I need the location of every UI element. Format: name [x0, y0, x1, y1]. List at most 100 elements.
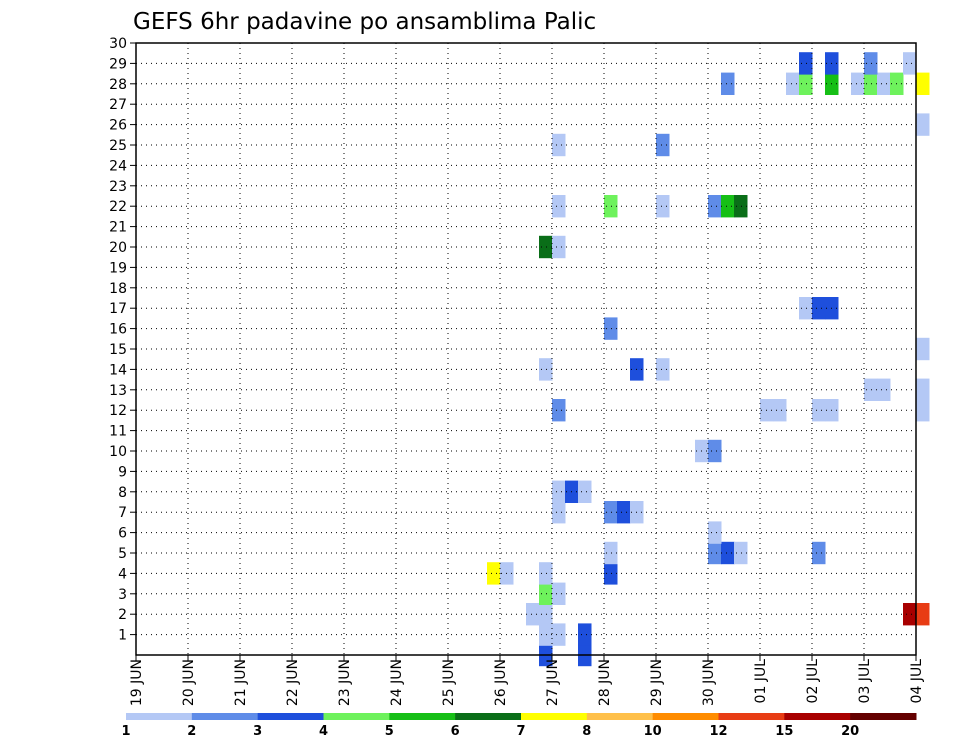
- precip-cell: [656, 358, 670, 381]
- precip-cell: [552, 582, 566, 605]
- y-tick-label: 25: [109, 138, 127, 154]
- x-tick-label: 23 JUN: [337, 659, 353, 706]
- x-tick-label: 22 JUN: [285, 659, 301, 706]
- x-tick-label: 27 JUN: [545, 659, 561, 706]
- precip-cell: [552, 623, 566, 646]
- precip-cell: [539, 603, 553, 626]
- precip-cell: [916, 72, 930, 95]
- y-tick-label: 14: [109, 362, 127, 378]
- precip-cell: [708, 521, 722, 544]
- precip-cell: [604, 195, 618, 218]
- legend-swatch: [126, 713, 193, 720]
- precip-cell: [552, 480, 566, 503]
- legend-swatch: [389, 713, 456, 720]
- precip-cell: [812, 399, 826, 422]
- precip-cell: [539, 235, 553, 259]
- y-tick-label: 22: [109, 199, 127, 215]
- legend-swatch: [652, 713, 719, 720]
- legend-label: 1: [121, 724, 130, 739]
- legend-label: 5: [385, 724, 394, 739]
- legend-swatch: [521, 713, 588, 720]
- precip-cell: [539, 562, 553, 585]
- y-tick-label: 17: [109, 301, 127, 317]
- y-tick-label: 15: [109, 342, 127, 358]
- y-tick-label: 11: [109, 424, 127, 440]
- x-tick-label: 02 JUL: [805, 659, 821, 704]
- y-tick-label: 2: [118, 607, 127, 623]
- grid-layer: [136, 42, 916, 655]
- x-tick-label: 04 JUL: [909, 659, 925, 704]
- legend-swatch: [323, 713, 390, 720]
- legend-label: 20: [841, 724, 859, 739]
- precip-cell: [604, 501, 618, 524]
- precip-cell: [812, 297, 826, 320]
- x-tick-label: 29 JUN: [649, 659, 665, 706]
- precip-cell: [851, 72, 865, 95]
- precip-cell: [578, 480, 592, 503]
- precip-cell: [864, 72, 878, 95]
- y-tick-label: 13: [109, 383, 127, 399]
- y-tick-label: 18: [109, 281, 127, 297]
- legend-label: 7: [516, 724, 525, 739]
- x-tick-label: 28 JUN: [597, 659, 613, 706]
- y-tick-label: 1: [118, 628, 127, 644]
- precip-cell: [903, 52, 917, 75]
- precip-cell: [604, 317, 618, 340]
- precip-cell: [617, 501, 631, 524]
- y-tick-label: 9: [118, 464, 127, 480]
- precip-cell: [773, 399, 787, 422]
- x-tick-label: 25 JUN: [441, 659, 457, 706]
- y-tick-label: 30: [109, 36, 127, 52]
- precip-cell: [487, 562, 501, 585]
- y-tick-label: 28: [109, 77, 127, 93]
- legend-label: 6: [451, 724, 460, 739]
- precip-cell: [903, 603, 917, 626]
- precip-cell: [799, 52, 813, 75]
- precip-cell: [786, 72, 800, 95]
- precip-cell: [708, 439, 722, 463]
- precip-cell: [799, 297, 813, 320]
- y-tick-label: 10: [109, 444, 127, 460]
- y-tick-label: 5: [118, 546, 127, 562]
- precip-cell: [578, 623, 592, 646]
- y-tick-label: 16: [109, 322, 127, 338]
- precip-cell: [721, 541, 735, 565]
- precip-cell: [916, 378, 930, 401]
- precip-cell: [656, 195, 670, 218]
- legend-label: 10: [644, 724, 662, 739]
- precip-cell: [864, 378, 878, 401]
- x-tick-label: 30 JUN: [701, 659, 717, 706]
- y-tick-label: 8: [118, 485, 127, 501]
- precip-cell: [539, 623, 553, 646]
- precip-cell: [708, 195, 722, 218]
- legend-swatch: [718, 713, 785, 720]
- precip-cell: [526, 603, 540, 626]
- chart-title: GEFS 6hr padavine po ansamblima Palic: [133, 9, 596, 35]
- color-legend: 1 2 3 4 5 6 7 8 10 12 15 20: [121, 713, 917, 739]
- legend-label: 2: [187, 724, 196, 739]
- precip-cell: [552, 399, 566, 422]
- precip-cell: [916, 337, 930, 361]
- legend-swatch: [850, 713, 917, 720]
- x-tick-label: 20 JUN: [181, 659, 197, 706]
- y-tick-label: 27: [109, 97, 127, 113]
- legend-label: 12: [709, 724, 727, 739]
- precip-cell: [708, 541, 722, 565]
- precip-cell: [604, 562, 618, 585]
- precip-cell: [721, 72, 735, 95]
- legend-swatch: [455, 713, 522, 720]
- precip-cell: [539, 358, 553, 381]
- precip-cell: [721, 195, 735, 218]
- y-tick-label: 24: [109, 158, 127, 174]
- x-tick-label: 03 JUL: [857, 659, 873, 704]
- legend-swatch: [257, 713, 324, 720]
- legend-label: 8: [582, 724, 591, 739]
- x-tick-label: 24 JUN: [389, 659, 405, 706]
- precip-cell: [552, 133, 566, 157]
- precip-cell: [877, 378, 891, 401]
- precip-cell: [916, 113, 930, 136]
- y-tick-label: 29: [109, 56, 127, 72]
- y-tick-label: 6: [118, 526, 127, 542]
- precip-cell: [734, 541, 748, 565]
- legend-label: 15: [775, 724, 793, 739]
